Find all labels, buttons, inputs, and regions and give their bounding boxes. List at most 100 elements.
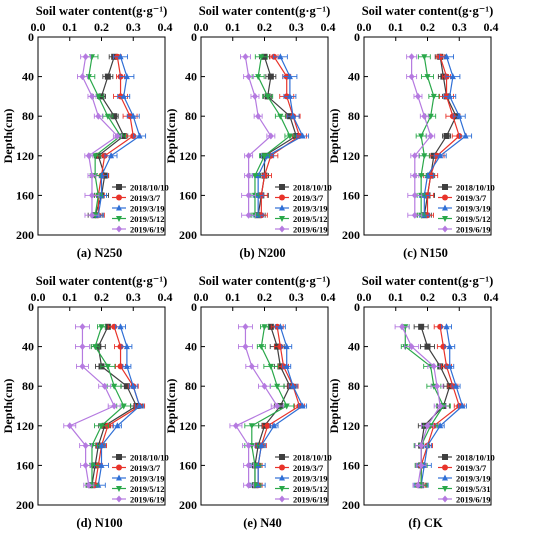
x-tick-label: 0.2 xyxy=(94,290,109,304)
data-point xyxy=(245,73,252,81)
data-point xyxy=(98,324,105,331)
data-point xyxy=(414,481,421,489)
data-point xyxy=(267,73,274,80)
y-axis-title: Depth(cm) xyxy=(1,379,15,434)
legend-marker xyxy=(116,216,122,222)
legend-marker xyxy=(116,474,122,481)
data-point xyxy=(248,362,255,370)
legend-marker xyxy=(442,454,448,460)
data-point xyxy=(245,442,252,450)
y-tick-label: 120 xyxy=(16,419,34,433)
x-tick-label: 0.4 xyxy=(484,290,499,304)
legend-entry: 2019/3/19 xyxy=(293,473,327,483)
legend-marker xyxy=(279,194,285,201)
data-point xyxy=(88,54,95,61)
data-point xyxy=(114,132,121,140)
data-point xyxy=(446,362,453,369)
x-tick-label: 0.0 xyxy=(357,20,372,34)
data-point xyxy=(95,192,102,199)
data-point xyxy=(255,74,262,81)
data-point xyxy=(408,73,415,81)
y-tick-label: 200 xyxy=(342,228,360,242)
x-tick-label: 0.4 xyxy=(158,20,173,34)
x-axis-title: Soil water content(g·g⁻¹) xyxy=(362,274,494,288)
legend-entry: 2019/3/7 xyxy=(456,193,487,203)
x-tick-label: 0.4 xyxy=(321,290,336,304)
legend-entry: 2019/3/7 xyxy=(293,193,324,203)
data-point xyxy=(434,382,441,390)
data-point xyxy=(255,481,262,488)
legend-entry: 2019/6/19 xyxy=(456,494,490,504)
y-tick-label: 80 xyxy=(185,109,197,123)
data-point xyxy=(248,423,255,430)
y-tick-label: 120 xyxy=(16,149,34,163)
data-point xyxy=(427,113,434,120)
y-tick-label: 0 xyxy=(28,30,34,44)
legend-marker xyxy=(116,184,122,190)
x-tick-label: 0.2 xyxy=(257,20,272,34)
data-point xyxy=(427,132,434,140)
legend-entry: 2019/3/19 xyxy=(456,203,490,213)
data-point xyxy=(79,362,86,370)
data-point xyxy=(411,172,418,180)
panel-3: Soil water content(g·g⁻¹) 0.0 0.1 0.2 0.3 0.4… xyxy=(327,4,499,260)
data-point xyxy=(421,191,428,198)
legend-marker xyxy=(279,464,285,471)
data-point xyxy=(277,53,284,60)
series-2019-5-12 xyxy=(249,54,296,219)
y-tick-label: 40 xyxy=(185,70,197,84)
panel-2: Soil water content(g·g⁻¹) 0.0 0.1 0.2 0.3 0.4… xyxy=(164,4,336,260)
data-point xyxy=(462,132,469,139)
panel-caption: (b) N200 xyxy=(239,246,285,260)
data-point xyxy=(258,344,265,351)
x-tick-label: 0.3 xyxy=(126,290,141,304)
data-point xyxy=(286,73,293,80)
data-point xyxy=(245,481,252,489)
panel-4: Soil water content(g·g⁻¹) 0.0 0.1 0.2 0.3 0.4… xyxy=(1,274,173,530)
legend-entry: 2019/3/7 xyxy=(293,463,324,473)
y-tick-label: 160 xyxy=(179,458,197,472)
x-tick-label: 0.1 xyxy=(225,20,240,34)
data-point xyxy=(85,152,92,160)
series-2019-3-19 xyxy=(251,53,310,218)
data-point xyxy=(255,461,262,468)
legend-marker xyxy=(116,204,122,211)
data-point xyxy=(437,152,444,159)
legend-entry: 2019/5/12 xyxy=(456,214,490,224)
legend-marker xyxy=(442,495,448,503)
legend-entry: 2019/6/19 xyxy=(130,494,164,504)
series-2019-6-19 xyxy=(63,323,121,489)
data-point xyxy=(104,363,111,370)
x-tick-label: 0.1 xyxy=(62,20,77,34)
panel-caption: (d) N100 xyxy=(76,516,122,530)
data-point xyxy=(255,191,262,198)
y-tick-label: 200 xyxy=(16,228,34,242)
legend-entry: 2019/6/19 xyxy=(130,224,164,234)
y-tick-label: 160 xyxy=(16,188,34,202)
legend-marker xyxy=(279,216,285,222)
legend-marker xyxy=(279,495,285,503)
legend-entry: 2019/5/12 xyxy=(130,214,164,224)
data-point xyxy=(117,323,124,330)
data-point xyxy=(242,323,249,331)
data-point xyxy=(411,152,418,160)
data-point xyxy=(453,382,460,389)
data-point xyxy=(274,402,281,410)
x-tick-label: 0.0 xyxy=(194,290,209,304)
x-axis-title: Soil water content(g·g⁻¹) xyxy=(36,4,168,18)
legend-marker xyxy=(442,474,448,481)
data-point xyxy=(399,323,406,331)
data-point xyxy=(424,343,431,350)
data-point xyxy=(136,402,143,409)
series-2019-6-19 xyxy=(394,323,447,489)
panel-caption: (a) N250 xyxy=(77,246,122,260)
data-point xyxy=(130,112,137,119)
data-point xyxy=(123,362,130,369)
data-point xyxy=(245,172,252,180)
legend-marker xyxy=(442,194,448,201)
data-point xyxy=(104,113,111,120)
panel-caption: (e) N40 xyxy=(243,516,282,530)
data-point xyxy=(414,92,421,100)
data-point xyxy=(424,74,431,81)
